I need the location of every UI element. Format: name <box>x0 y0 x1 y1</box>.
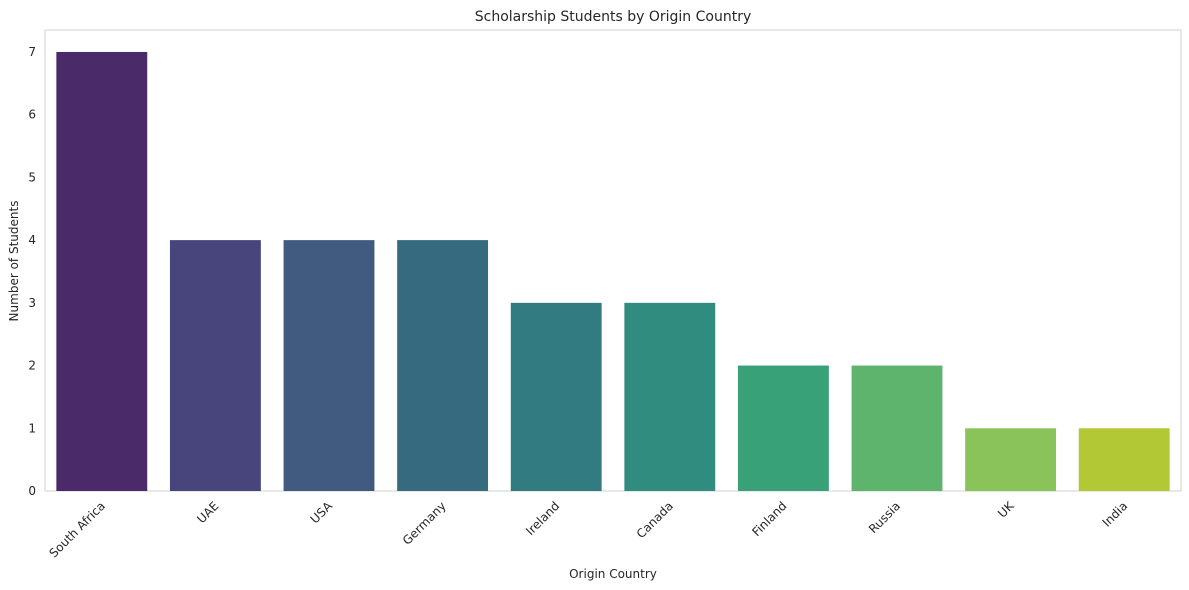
y-tick-label: 1 <box>28 421 36 435</box>
bars-group <box>56 51 1170 491</box>
bar-usa <box>283 240 375 491</box>
bar-finland <box>737 365 829 491</box>
x-tick-label: Finland <box>749 499 789 539</box>
x-tick-label: India <box>1100 499 1131 530</box>
bar-uk <box>965 428 1057 491</box>
y-tick-label: 5 <box>28 170 36 184</box>
y-tick-label: 0 <box>28 484 36 498</box>
bar-uae <box>169 240 261 491</box>
bar-ireland <box>510 302 602 491</box>
bar-canada <box>624 302 716 491</box>
x-tick-label: South Africa <box>46 499 107 560</box>
bar-russia <box>851 365 943 491</box>
y-tick-label: 3 <box>28 296 36 310</box>
x-tick-label: UAE <box>194 499 221 526</box>
x-tick-label: UK <box>995 498 1017 520</box>
bar-south-africa <box>56 51 148 491</box>
bar-germany <box>397 240 489 491</box>
x-axis-label: Origin Country <box>569 567 657 581</box>
chart-title: Scholarship Students by Origin Country <box>475 9 752 25</box>
x-tick-label: Germany <box>400 499 449 548</box>
y-tick-label: 7 <box>28 45 36 59</box>
x-tick-label: USA <box>308 498 336 526</box>
y-tick-label: 4 <box>28 233 36 247</box>
x-tick-label: Canada <box>634 499 676 541</box>
x-tick-label: Russia <box>866 499 903 536</box>
y-axis-label: Number of Students <box>7 201 21 322</box>
bar-india <box>1078 428 1170 491</box>
y-tick-label: 2 <box>28 359 36 373</box>
x-tick-label: Ireland <box>523 499 562 538</box>
y-axis-ticks: 0 1 2 3 4 5 6 7 <box>28 45 36 498</box>
y-tick-label: 6 <box>28 108 36 122</box>
x-axis-ticks: South Africa UAE USA Germany Ireland Canada Fi… <box>46 498 1130 560</box>
